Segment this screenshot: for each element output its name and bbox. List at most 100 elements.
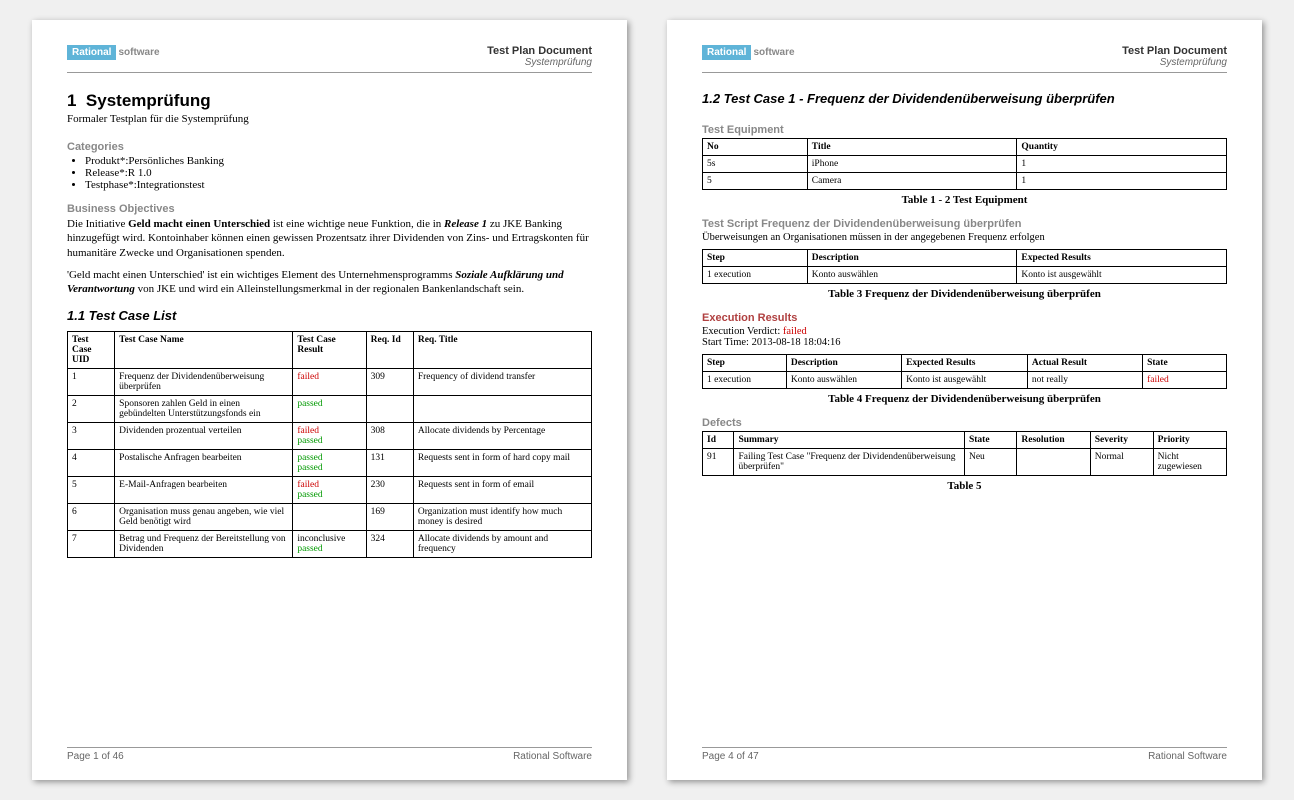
table-row: 1 executionKonto auswählenKonto ist ausg… — [703, 372, 1227, 389]
page-header: Rational software Test Plan Document Sys… — [702, 45, 1227, 73]
page-header: Rational software Test Plan Document Sys… — [67, 45, 592, 73]
cell-result: inconclusivepassed — [293, 531, 366, 558]
doc-subtitle: Systemprüfung — [1122, 57, 1227, 68]
test-equipment-table: No Title Quantity 5siPhone15Camera1 — [702, 138, 1227, 190]
table-row: 1 executionKonto auswählenKonto ist ausg… — [703, 267, 1227, 284]
footer-company: Rational Software — [513, 751, 592, 762]
business-paragraph-1: Die Initiative Geld macht einen Untersch… — [67, 217, 592, 260]
cell-req-id: 230 — [366, 477, 413, 504]
doc-subtitle: Systemprüfung — [487, 57, 592, 68]
logo: Rational software — [702, 45, 795, 60]
doc-title: Test Plan Document — [1122, 45, 1227, 57]
cell-req-id: 131 — [366, 450, 413, 477]
cell-result: failedpassed — [293, 423, 366, 450]
cell-result: passedpassed — [293, 450, 366, 477]
cell-no: 5s — [703, 156, 808, 173]
execution-results-table: Step Description Expected Results Actual… — [702, 354, 1227, 389]
cell-id: 91 — [703, 449, 734, 476]
categories-list: Produkt*:Persönliches Banking Release*:R… — [85, 155, 592, 191]
page-footer: Page 4 of 47 Rational Software — [702, 747, 1227, 762]
section-subtitle: Formaler Testplan für die Systemprüfung — [67, 113, 592, 125]
defects-table: Id Summary State Resolution Severity Pri… — [702, 431, 1227, 476]
equipment-caption: Table 1 - 2 Test Equipment — [702, 194, 1227, 206]
cell-title: iPhone — [807, 156, 1017, 173]
logo: Rational software — [67, 45, 160, 60]
table-header-row: Step Description Expected Results Actual… — [703, 355, 1227, 372]
table-row: 91Failing Test Case "Frequenz der Divide… — [703, 449, 1227, 476]
cell-result — [293, 504, 366, 531]
cell-req-id: 308 — [366, 423, 413, 450]
col-req-id: Req. Id — [366, 332, 413, 369]
table-row: 5Camera1 — [703, 173, 1227, 190]
cell-no: 5 — [703, 173, 808, 190]
table-header-row: Id Summary State Resolution Severity Pri… — [703, 432, 1227, 449]
cell-step: 1 execution — [703, 267, 808, 284]
cell-step: 1 execution — [703, 372, 787, 389]
col-severity: Severity — [1090, 432, 1153, 449]
cell-req-title: Frequency of dividend transfer — [413, 369, 591, 396]
table-header-row: Test Case UID Test Case Name Test Case R… — [68, 332, 592, 369]
cell-summary: Failing Test Case "Frequenz der Dividend… — [734, 449, 965, 476]
defects-heading: Defects — [702, 417, 1227, 429]
col-expected: Expected Results — [1017, 250, 1227, 267]
header-right: Test Plan Document Systemprüfung — [487, 45, 592, 68]
header-right: Test Plan Document Systemprüfung — [1122, 45, 1227, 68]
execution-verdict: Execution Verdict: failed — [702, 326, 1227, 337]
cell-result: failedpassed — [293, 477, 366, 504]
col-state: State — [964, 432, 1016, 449]
categories-heading: Categories — [67, 141, 592, 153]
col-actual: Actual Result — [1027, 355, 1142, 372]
section-number: 1 — [67, 91, 76, 110]
cell-actual: not really — [1027, 372, 1142, 389]
col-req-title: Req. Title — [413, 332, 591, 369]
section-heading: 1 Systemprüfung — [67, 91, 592, 111]
cell-qty: 1 — [1017, 173, 1227, 190]
col-desc: Description — [786, 355, 901, 372]
cell-expected: Konto ist ausgewählt — [1017, 267, 1227, 284]
cell-name: E-Mail-Anfragen bearbeiten — [115, 477, 293, 504]
table-row: 4Postalische Anfragen bearbeitenpassedpa… — [68, 450, 592, 477]
category-item: Testphase*:Integrationstest — [85, 179, 592, 191]
cell-req-id: 324 — [366, 531, 413, 558]
cell-req-title: Requests sent in form of email — [413, 477, 591, 504]
test-script-note: Überweisungen an Organisationen müssen i… — [702, 232, 1227, 243]
cell-state: Neu — [964, 449, 1016, 476]
cell-uid: 3 — [68, 423, 115, 450]
document-page-2: Rational software Test Plan Document Sys… — [667, 20, 1262, 780]
logo-brand: Rational — [67, 45, 116, 60]
test-case-list-table: Test Case UID Test Case Name Test Case R… — [67, 331, 592, 558]
defects-caption: Table 5 — [702, 480, 1227, 492]
footer-page-number: Page 1 of 46 — [67, 751, 124, 762]
cell-uid: 6 — [68, 504, 115, 531]
execution-start-time: Start Time: 2013-08-18 18:04:16 — [702, 337, 1227, 348]
test-script-heading: Test Script Frequenz der Dividendenüberw… — [702, 218, 1227, 230]
logo-brand: Rational — [702, 45, 751, 60]
col-title: Title — [807, 139, 1017, 156]
table-row: 5E-Mail-Anfragen bearbeitenfailedpassed2… — [68, 477, 592, 504]
cell-result: passed — [293, 396, 366, 423]
col-step: Step — [703, 355, 787, 372]
cell-uid: 1 — [68, 369, 115, 396]
cell-req-title: Requests sent in form of hard copy mail — [413, 450, 591, 477]
execution-caption: Table 4 Frequenz der Dividendenüberweisu… — [702, 393, 1227, 405]
cell-uid: 4 — [68, 450, 115, 477]
col-resolution: Resolution — [1017, 432, 1090, 449]
logo-text: software — [753, 47, 794, 58]
cell-qty: 1 — [1017, 156, 1227, 173]
cell-name: Sponsoren zahlen Geld in einen gebündelt… — [115, 396, 293, 423]
cell-desc: Konto auswählen — [807, 267, 1017, 284]
cell-req-title: Organization must identify how much mone… — [413, 504, 591, 531]
col-name: Test Case Name — [115, 332, 293, 369]
table-row: 2Sponsoren zahlen Geld in einen gebündel… — [68, 396, 592, 423]
table-row: 5siPhone1 — [703, 156, 1227, 173]
cell-result: failed — [293, 369, 366, 396]
col-uid: Test Case UID — [68, 332, 115, 369]
col-step: Step — [703, 250, 808, 267]
cell-name: Frequenz der Dividendenüberweisung überp… — [115, 369, 293, 396]
cell-uid: 2 — [68, 396, 115, 423]
cell-uid: 5 — [68, 477, 115, 504]
category-item: Produkt*:Persönliches Banking — [85, 155, 592, 167]
cell-req-id: 169 — [366, 504, 413, 531]
cell-expected: Konto ist ausgewählt — [902, 372, 1028, 389]
cell-name: Organisation muss genau angeben, wie vie… — [115, 504, 293, 531]
